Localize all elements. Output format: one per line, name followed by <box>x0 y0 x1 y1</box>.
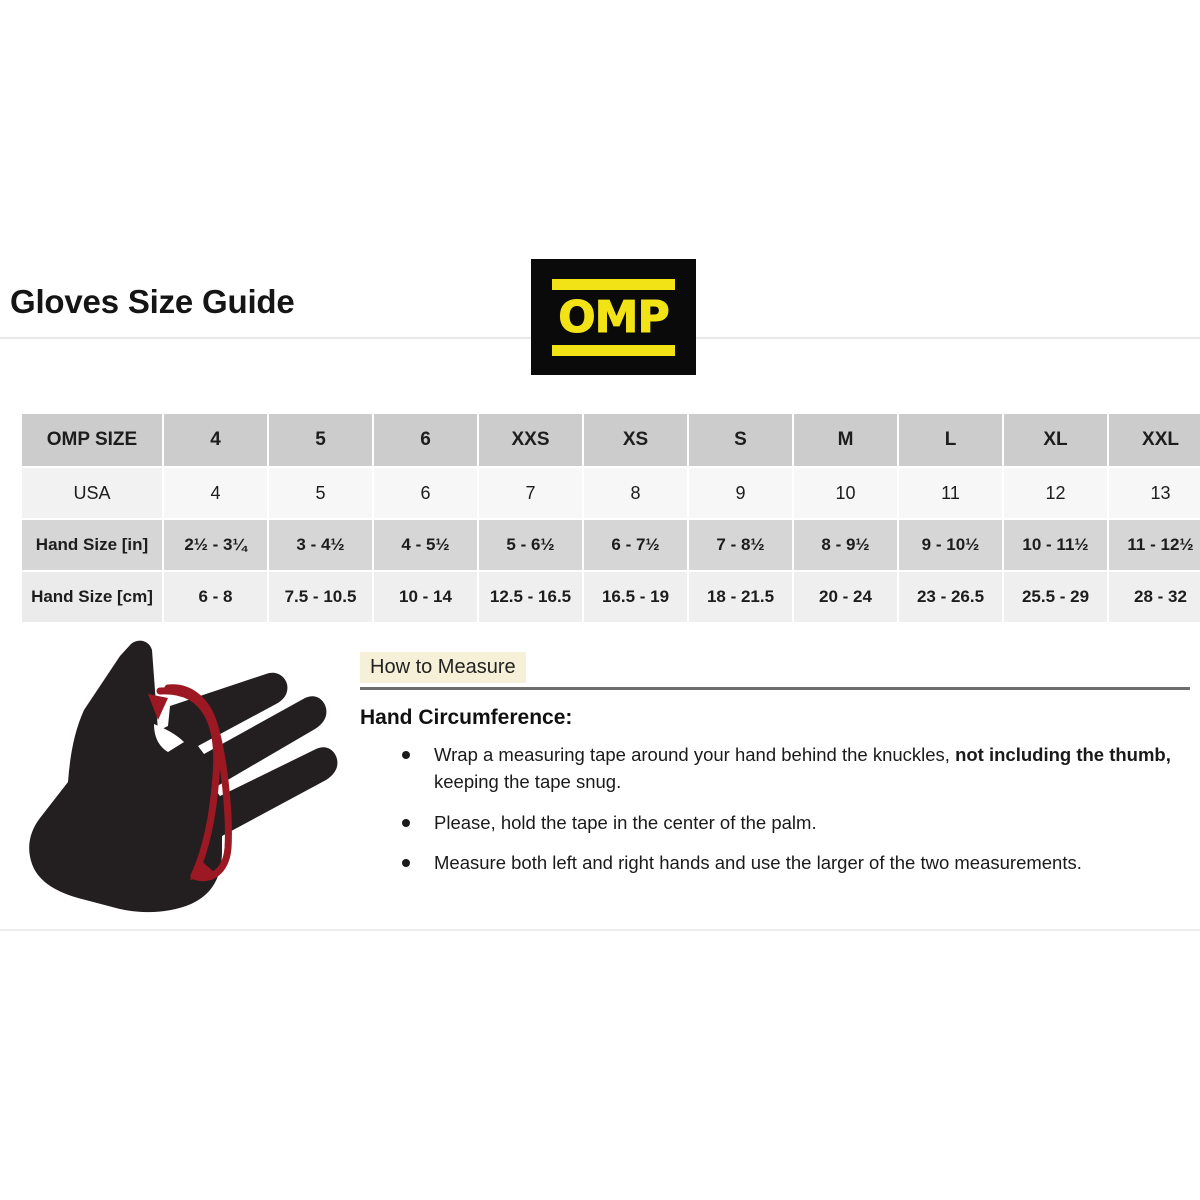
row-label-hand-size-cm: Hand Size [cm] <box>22 572 162 622</box>
cell-in-5: 6 - 7½ <box>584 520 687 570</box>
how-to-measure-divider <box>360 687 1190 690</box>
page-title: Gloves Size Guide <box>10 283 295 320</box>
hand-measure-diagram <box>8 636 358 921</box>
list-item: Wrap a measuring tape around your hand b… <box>398 742 1192 796</box>
cell-usa-7: 10 <box>794 468 897 518</box>
cell-cm-4: 12.5 - 16.5 <box>479 572 582 622</box>
cell-usa-3: 6 <box>374 468 477 518</box>
tape-arrow-bottom-icon <box>190 858 214 880</box>
cell-in-2: 3 - 4½ <box>269 520 372 570</box>
cell-usa-2: 5 <box>269 468 372 518</box>
table-row-omp-size: OMP SIZE 4 5 6 XXS XS S M L XL XXL <box>22 414 1200 466</box>
tape-loop-back <box>156 687 221 880</box>
bullet-text-pre: Measure both left and right hands and us… <box>434 852 1082 874</box>
cell-omp-size-9: XL <box>1004 414 1107 466</box>
bullet-text-pre: Wrap a measuring tape around your hand b… <box>434 744 956 765</box>
how-to-measure-panel: How to Measure Hand Circumference: Wrap … <box>360 652 1192 891</box>
hand-circumference-heading: Hand Circumference: <box>360 706 573 729</box>
cell-usa-9: 12 <box>1004 468 1107 518</box>
cell-omp-size-8: L <box>899 414 1002 466</box>
cell-usa-4: 7 <box>479 468 582 518</box>
logo-wordmark: OMP <box>558 291 670 343</box>
hand-silhouette-icon <box>29 640 338 913</box>
cell-cm-2: 7.5 - 10.5 <box>269 572 372 622</box>
bullet-text-bold: not including the thumb, <box>955 744 1171 765</box>
cell-in-9: 10 - 11½ <box>1004 520 1107 570</box>
how-to-measure-tab: How to Measure <box>360 652 526 683</box>
table-row-hand-size-in: Hand Size [in] 2½ - 3¼ 3 - 4½ 4 - 5½ 5 -… <box>22 520 1200 570</box>
row-label-hand-size-in: Hand Size [in] <box>22 520 162 570</box>
cell-omp-size-5: XS <box>584 414 687 466</box>
table-row-usa: USA 4 5 6 7 8 9 10 11 12 13 <box>22 468 1200 518</box>
cell-omp-size-1: 4 <box>164 414 267 466</box>
cell-in-7: 8 - 9½ <box>794 520 897 570</box>
cell-cm-5: 16.5 - 19 <box>584 572 687 622</box>
bullet-text-pre: Please, hold the tape in the center of t… <box>434 811 817 833</box>
cell-omp-size-10: XXL <box>1109 414 1200 466</box>
cell-in-6: 7 - 8½ <box>689 520 792 570</box>
tape-arrow-top-icon <box>148 694 168 720</box>
cell-usa-1: 4 <box>164 468 267 518</box>
cell-in-8: 9 - 10½ <box>899 520 1002 570</box>
row-label-omp-size: OMP SIZE <box>22 414 162 466</box>
list-item: Measure both left and right hands and us… <box>398 850 1192 877</box>
cell-usa-6: 9 <box>689 468 792 518</box>
cell-in-4: 5 - 6½ <box>479 520 582 570</box>
cell-cm-3: 10 - 14 <box>374 572 477 622</box>
logo-bar-top <box>552 278 675 290</box>
thumb-gap <box>154 724 184 752</box>
cell-in-10: 11 - 12½ <box>1109 520 1200 570</box>
hand-shape <box>29 640 338 913</box>
cell-omp-size-2: 5 <box>269 414 372 466</box>
list-item: Please, hold the tape in the center of t… <box>398 810 1192 837</box>
table-row-hand-size-cm: Hand Size [cm] 6 - 8 7.5 - 10.5 10 - 14 … <box>22 572 1200 622</box>
row-label-usa: USA <box>22 468 162 518</box>
omp-logo: OMP <box>531 259 696 375</box>
cell-omp-size-7: M <box>794 414 897 466</box>
cell-cm-10: 28 - 32 <box>1109 572 1200 622</box>
cell-omp-size-6: S <box>689 414 792 466</box>
tape-loop-front <box>164 684 232 882</box>
cell-in-1: 2½ - 3¼ <box>164 520 267 570</box>
cell-cm-7: 20 - 24 <box>794 572 897 622</box>
cell-cm-9: 25.5 - 29 <box>1004 572 1107 622</box>
cell-omp-size-4: XXS <box>479 414 582 466</box>
cell-usa-8: 11 <box>899 468 1002 518</box>
footer-divider <box>0 929 1200 931</box>
cell-cm-1: 6 - 8 <box>164 572 267 622</box>
size-chart-table: OMP SIZE 4 5 6 XXS XS S M L XL XXL USA 4… <box>20 412 1200 624</box>
cell-cm-6: 18 - 21.5 <box>689 572 792 622</box>
measure-instructions-list: Wrap a measuring tape around your hand b… <box>360 742 1192 877</box>
cell-in-3: 4 - 5½ <box>374 520 477 570</box>
logo-bar-bottom <box>552 344 675 356</box>
cell-omp-size-3: 6 <box>374 414 477 466</box>
page-header: Gloves Size Guide OMP <box>0 255 1200 385</box>
cell-cm-8: 23 - 26.5 <box>899 572 1002 622</box>
cell-usa-10: 13 <box>1109 468 1200 518</box>
cell-usa-5: 8 <box>584 468 687 518</box>
bullet-text-post: keeping the tape snug. <box>434 770 622 792</box>
